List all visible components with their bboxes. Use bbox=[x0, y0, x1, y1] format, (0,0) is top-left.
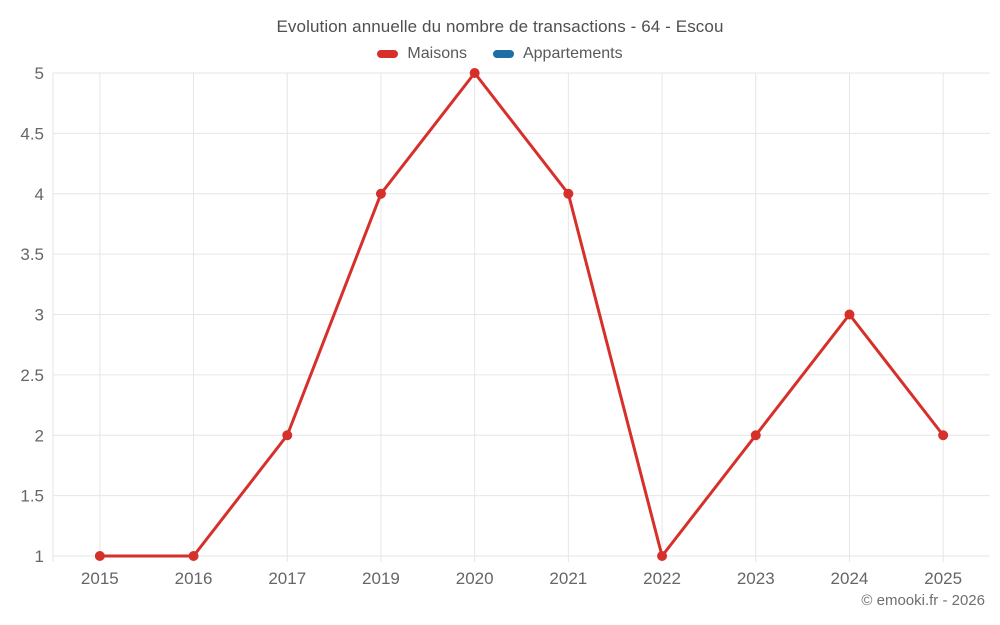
legend-label-maisons: Maisons bbox=[407, 45, 467, 62]
data-point-maisons[interactable] bbox=[657, 551, 668, 561]
legend-item-appartements[interactable]: Appartements bbox=[492, 45, 623, 63]
x-tick-label: 2019 bbox=[362, 569, 400, 588]
legend-label-appartements: Appartements bbox=[522, 45, 623, 62]
y-tick-label: 4 bbox=[35, 185, 44, 204]
x-tick-label: 2015 bbox=[81, 569, 119, 588]
data-point-maisons[interactable] bbox=[375, 188, 386, 199]
x-tick-label: 2022 bbox=[643, 569, 681, 588]
x-tick-label: 2016 bbox=[175, 569, 213, 588]
x-tick-label: 2017 bbox=[268, 569, 306, 588]
legend-swatch-maisons bbox=[377, 50, 399, 58]
series-line-maisons bbox=[98, 71, 945, 558]
legend-swatch-appartements bbox=[492, 50, 514, 58]
chart-legend: Maisons Appartements bbox=[0, 45, 1000, 63]
data-point-maisons[interactable] bbox=[938, 430, 949, 441]
y-tick-label: 3.5 bbox=[20, 245, 44, 264]
y-tick-label: 2.5 bbox=[20, 366, 44, 385]
y-tick-label: 4.5 bbox=[20, 124, 44, 143]
x-tick-label: 2021 bbox=[549, 569, 587, 588]
data-point-maisons[interactable] bbox=[844, 309, 855, 320]
data-point-maisons[interactable] bbox=[563, 188, 574, 199]
data-point-maisons[interactable] bbox=[282, 430, 293, 441]
data-point-maisons[interactable] bbox=[469, 68, 480, 78]
data-point-maisons[interactable] bbox=[750, 430, 761, 441]
y-tick-label: 2 bbox=[35, 426, 44, 445]
y-tick-label: 1 bbox=[35, 547, 44, 566]
data-point-maisons[interactable] bbox=[188, 551, 199, 561]
y-tick-label: 5 bbox=[35, 64, 44, 83]
data-point-maisons[interactable] bbox=[94, 551, 105, 561]
legend-item-maisons[interactable]: Maisons bbox=[377, 45, 467, 63]
x-tick-label: 2024 bbox=[831, 569, 869, 588]
y-tick-label: 3 bbox=[35, 306, 44, 325]
y-tick-label: 1.5 bbox=[20, 487, 44, 506]
copyright-text: © emooki.fr - 2026 bbox=[861, 592, 985, 609]
x-tick-label: 2025 bbox=[924, 569, 962, 588]
x-tick-label: 2023 bbox=[737, 569, 775, 588]
x-tick-label: 2020 bbox=[456, 569, 494, 588]
chart-title: Evolution annuelle du nombre de transact… bbox=[276, 17, 724, 36]
